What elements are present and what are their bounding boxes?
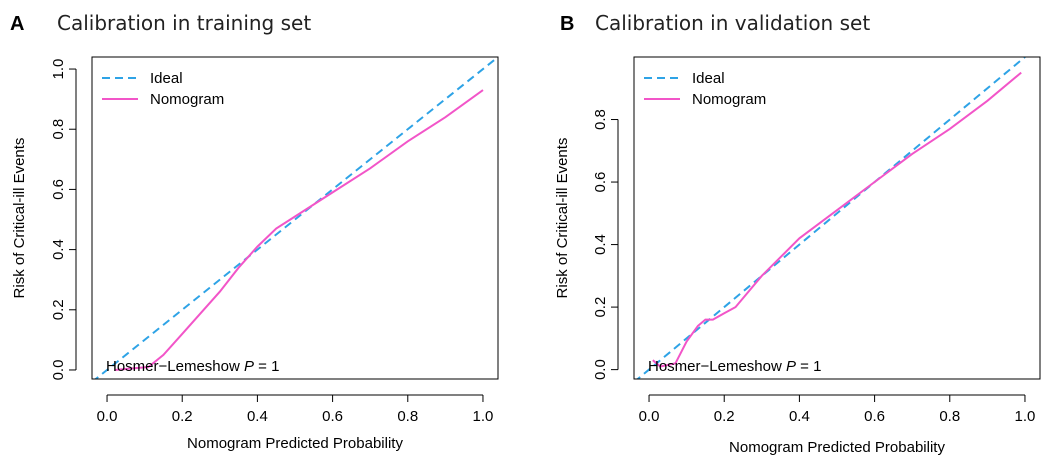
panel-b-x-tick-label: 0.6 — [864, 408, 885, 425]
panel-a-x-axis-label: Nomogram Predicted Probability — [187, 435, 403, 452]
panel-b-title: Calibration in validation set — [595, 11, 870, 35]
panel-b-y-tick-label: 0.0 — [592, 359, 609, 380]
panel-a-x-tick-label: 1.0 — [473, 408, 494, 425]
panel-a-y-tick-label: 0.8 — [50, 119, 67, 140]
panel-a-title: Calibration in training set — [57, 11, 311, 35]
panel-a-legend-label-nomogram: Nomogram — [150, 91, 224, 108]
panel-a-hosmer-lemeshow-annotation: Hosmer−Lemeshow P = 1 — [106, 358, 279, 375]
panel-b-series-nomogram-line — [652, 71, 1022, 368]
panel-a-x-tick-label: 0.6 — [322, 408, 343, 425]
panel-b-y-tick-label: 0.6 — [592, 172, 609, 193]
panel-b-series-ideal-line — [636, 57, 1026, 379]
panel-a-x-tick-label: 0.8 — [397, 408, 418, 425]
panel-a-x-tick-label: 0.2 — [172, 408, 193, 425]
panel-b-x-tick-label: 1.0 — [1015, 408, 1036, 425]
panel-a-legend-label-ideal: Ideal — [150, 70, 183, 87]
panel-a-series-ideal-line — [94, 57, 498, 379]
panel-a-x-tick-label: 0.0 — [97, 408, 118, 425]
panel-b-y-tick-label: 0.8 — [592, 109, 609, 130]
panel-b-plot-frame — [633, 56, 1041, 380]
panel-b-x-tick-label: 0.2 — [714, 408, 735, 425]
panel-b-x-tick-label: 0.8 — [939, 408, 960, 425]
panel-a-y-tick-label: 0.0 — [50, 360, 67, 381]
panel-a-plot-frame — [91, 56, 499, 380]
panel-a-x-tick-label: 0.4 — [247, 408, 268, 425]
panel-b-x-tick-label: 0.0 — [639, 408, 660, 425]
panel-b-y-tick-label: 0.4 — [592, 234, 609, 255]
panel-a-y-tick-label: 0.4 — [50, 239, 67, 260]
panel-a-y-tick-label: 0.6 — [50, 179, 67, 200]
panel-b-x-tick-label: 0.4 — [789, 408, 810, 425]
panel-b-legend-label-ideal: Ideal — [692, 70, 725, 87]
panel-a-y-tick-label: 1.0 — [50, 59, 67, 80]
panel-b-legend-label-nomogram: Nomogram — [692, 91, 766, 108]
panel-b-letter: B — [560, 13, 574, 35]
panel-a-series-nomogram-line — [114, 89, 484, 371]
panel-b-hosmer-lemeshow-annotation: Hosmer−Lemeshow P = 1 — [648, 358, 821, 375]
panel-b-y-tick-label: 0.2 — [592, 297, 609, 318]
panel-b-y-axis-label: Risk of Critical-ill Events — [554, 138, 571, 299]
panel-a-y-tick-label: 0.2 — [50, 299, 67, 320]
panel-a-y-axis-label: Risk of Critical-ill Events — [11, 138, 28, 299]
panel-b-x-axis-label: Nomogram Predicted Probability — [729, 439, 945, 456]
panel-a-letter: A — [10, 13, 24, 35]
